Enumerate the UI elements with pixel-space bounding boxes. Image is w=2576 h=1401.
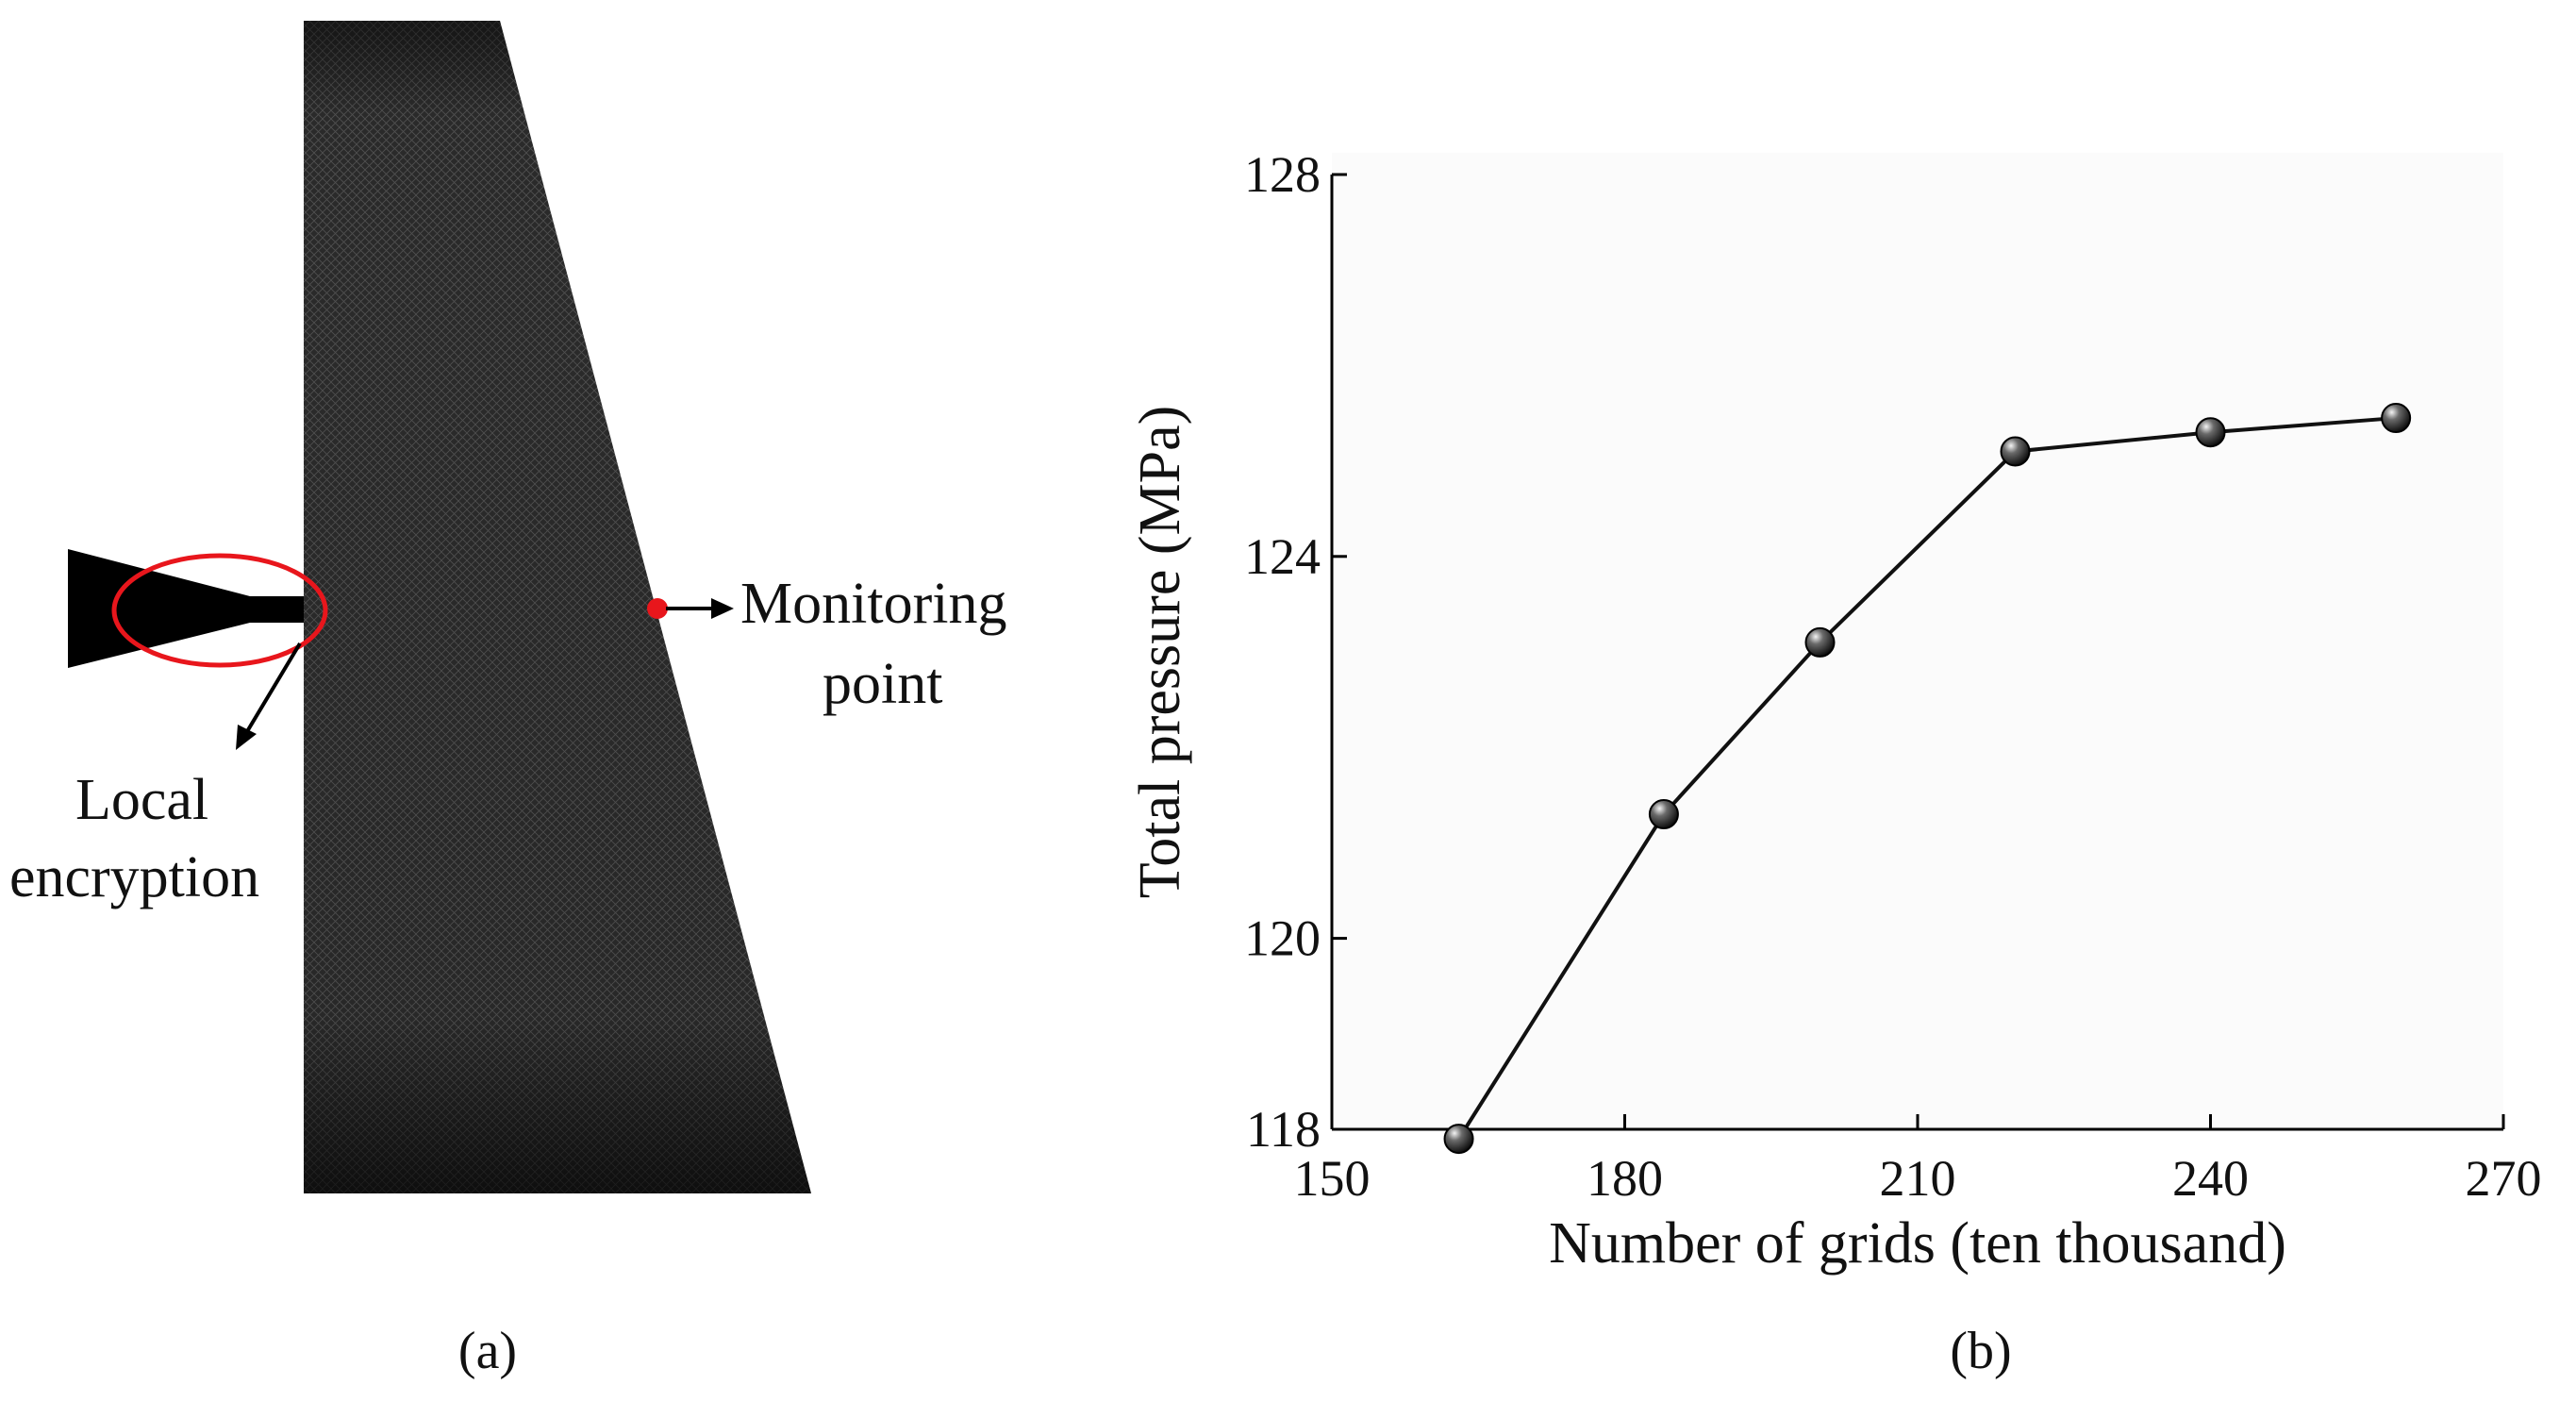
series-line bbox=[1456, 416, 2397, 1141]
grid-independence-chart: 118 120 124 128 150 180 210 240 270 Total press… bbox=[1128, 146, 2542, 1380]
x-axis-title: Number of grids (ten thousand) bbox=[1549, 1211, 2286, 1276]
data-point bbox=[2195, 417, 2226, 448]
data-point bbox=[2000, 436, 2031, 467]
local-encryption-arrowhead bbox=[236, 725, 257, 750]
plot-background bbox=[1332, 153, 2503, 1129]
y-tick-label: 124 bbox=[1244, 528, 1321, 585]
local-label-line1: Local bbox=[75, 768, 208, 832]
mesh-shading bbox=[304, 21, 811, 1193]
local-encryption-arrow bbox=[241, 642, 302, 740]
monitoring-point-arrowhead bbox=[711, 598, 734, 619]
local-encryption-ellipse bbox=[111, 553, 328, 668]
y-tick-label: 128 bbox=[1244, 146, 1321, 203]
chart-panel: 118 120 124 128 150 180 210 240 270 Total press… bbox=[1094, 0, 2576, 1401]
x-tick-label: 180 bbox=[1587, 1150, 1663, 1207]
monitoring-point-dot bbox=[647, 598, 668, 619]
x-tick-label: 210 bbox=[1880, 1150, 1956, 1207]
caption-b: (b) bbox=[1950, 1322, 2011, 1380]
data-point bbox=[2381, 403, 2412, 434]
y-axis-title: Total pressure (MPa) bbox=[1128, 406, 1192, 899]
y-tick-label: 118 bbox=[1246, 1101, 1321, 1158]
series-layer bbox=[1443, 403, 2412, 1155]
y-ticks: 118 120 124 128 bbox=[1244, 146, 1347, 1158]
monitoring-label-line1: Monitoring bbox=[740, 572, 1006, 636]
x-tick-label: 150 bbox=[1294, 1150, 1371, 1207]
mesh-diagram: Monitoring point Local encryption (a) bbox=[9, 21, 1006, 1380]
x-tick-label: 240 bbox=[2172, 1150, 2249, 1207]
mesh-panel: Monitoring point Local encryption (a) bbox=[0, 0, 1094, 1401]
x-ticks: 150 180 210 240 270 bbox=[1294, 1114, 2542, 1207]
data-point bbox=[1648, 799, 1679, 830]
y-tick-label: 120 bbox=[1244, 910, 1321, 967]
data-point bbox=[1804, 626, 1836, 658]
caption-a: (a) bbox=[458, 1322, 517, 1380]
monitoring-label-line2: point bbox=[823, 652, 942, 716]
data-point bbox=[1443, 1124, 1474, 1155]
x-tick-label: 270 bbox=[2466, 1150, 2542, 1207]
nozzle-shape bbox=[68, 549, 304, 668]
local-label-line2: encryption bbox=[9, 845, 259, 909]
